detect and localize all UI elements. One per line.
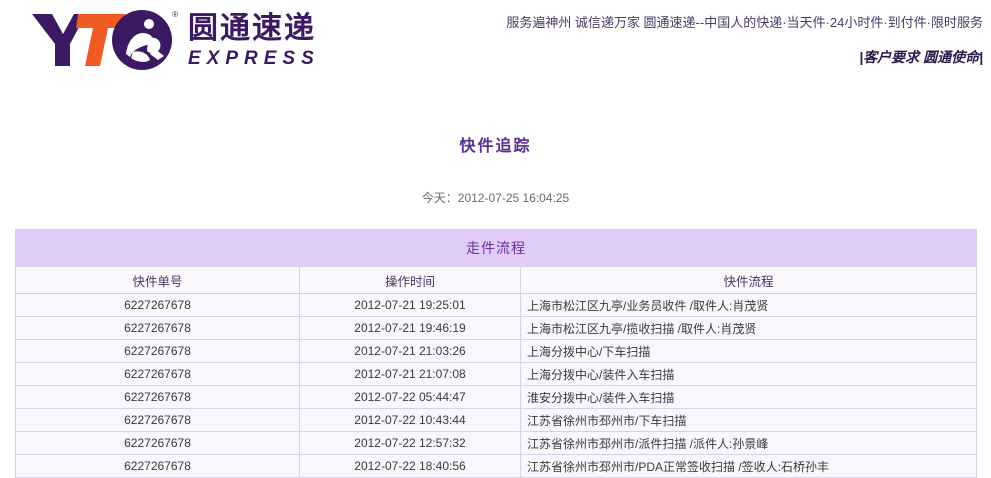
table-banner-row: 走件流程 bbox=[15, 229, 977, 267]
tracking-table: 走件流程 快件单号 操作时间 快件流程 6227267678 2012-07-2… bbox=[15, 229, 977, 478]
site-header: ® 圆通速递 EXPRESS 服务遍神州 诚信递万家 圆通速递--中国人的快递·… bbox=[0, 0, 991, 92]
cell-flow: 上海市松江区九亭/揽收扫描 /取件人:肖茂贤 bbox=[520, 316, 977, 340]
yto-runner-logo: ® bbox=[30, 8, 180, 74]
brand-wordmark: 圆通速递 EXPRESS bbox=[188, 11, 320, 69]
table-row: 6227267678 2012-07-21 19:46:19 上海市松江区九亭/… bbox=[15, 316, 977, 340]
header-tagline: 服务遍神州 诚信递万家 圆通速递--中国人的快递·当天件·24小时件·到付件·限… bbox=[463, 12, 983, 67]
cell-flow: 江苏省徐州市邳州市/派件扫描 /派件人:孙景峰 bbox=[520, 431, 977, 455]
table-row: 6227267678 2012-07-22 18:40:56 江苏省徐州市邳州市… bbox=[15, 454, 977, 478]
tagline-secondary: |客户要求 圆通使命| bbox=[859, 49, 983, 65]
cell-tracking-number: 6227267678 bbox=[15, 293, 300, 317]
cell-operation-time: 2012-07-21 21:07:08 bbox=[299, 362, 521, 386]
cell-flow: 江苏省徐州市邳州市/PDA正常签收扫描 /签收人:石桥孙丰 bbox=[520, 454, 977, 478]
cell-operation-time: 2012-07-22 12:57:32 bbox=[299, 431, 521, 455]
cell-flow: 上海分拨中心/装件入车扫描 bbox=[520, 362, 977, 386]
page-title: 快件追踪 bbox=[459, 138, 532, 155]
cell-operation-time: 2012-07-22 10:43:44 bbox=[299, 408, 521, 432]
column-header-flow: 快件流程 bbox=[520, 266, 977, 294]
cell-tracking-number: 6227267678 bbox=[15, 385, 300, 409]
cell-operation-time: 2012-07-21 19:25:01 bbox=[299, 293, 521, 317]
table-row: 6227267678 2012-07-22 10:43:44 江苏省徐州市邳州市… bbox=[15, 408, 977, 432]
cell-tracking-number: 6227267678 bbox=[15, 431, 300, 455]
cell-tracking-number: 6227267678 bbox=[15, 316, 300, 340]
tracking-table-body: 走件流程 快件单号 操作时间 快件流程 6227267678 2012-07-2… bbox=[15, 229, 977, 478]
brand-name-english: EXPRESS bbox=[188, 48, 320, 69]
table-row: 6227267678 2012-07-21 21:07:08 上海分拨中心/装件… bbox=[15, 362, 977, 386]
cell-flow: 上海市松江区九亭/业务员收件 /取件人:肖茂贤 bbox=[520, 293, 977, 317]
brand-name-chinese: 圆通速递 bbox=[188, 11, 316, 46]
cell-flow: 上海分拨中心/下车扫描 bbox=[520, 339, 977, 363]
table-row: 6227267678 2012-07-21 19:25:01 上海市松江区九亭/… bbox=[15, 293, 977, 317]
cell-tracking-number: 6227267678 bbox=[15, 408, 300, 432]
table-banner-title: 走件流程 bbox=[15, 229, 977, 267]
cell-tracking-number: 6227267678 bbox=[15, 339, 300, 363]
cell-operation-time: 2012-07-22 18:40:56 bbox=[299, 454, 521, 478]
cell-flow: 淮安分拨中心/装件入车扫描 bbox=[520, 385, 977, 409]
table-row: 6227267678 2012-07-22 05:44:47 淮安分拨中心/装件… bbox=[15, 385, 977, 409]
table-row: 6227267678 2012-07-21 21:03:26 上海分拨中心/下车… bbox=[15, 339, 977, 363]
cell-tracking-number: 6227267678 bbox=[15, 454, 300, 478]
cell-tracking-number: 6227267678 bbox=[15, 362, 300, 386]
current-datetime: 今天：2012-07-25 16:04:25 bbox=[421, 191, 570, 205]
cell-flow: 江苏省徐州市邳州市/下车扫描 bbox=[520, 408, 977, 432]
column-header-tracking-number: 快件单号 bbox=[15, 266, 300, 294]
registered-trademark-icon: ® bbox=[172, 10, 178, 19]
brand-logo[interactable]: ® 圆通速递 EXPRESS bbox=[30, 8, 320, 74]
table-header-row: 快件单号 操作时间 快件流程 bbox=[15, 266, 977, 294]
tracking-table-container: 走件流程 快件单号 操作时间 快件流程 6227267678 2012-07-2… bbox=[15, 229, 977, 478]
table-row: 6227267678 2012-07-22 12:57:32 江苏省徐州市邳州市… bbox=[15, 431, 977, 455]
tagline-primary: 服务遍神州 诚信递万家 圆通速递--中国人的快递·当天件·24小时件·到付件·限… bbox=[506, 15, 983, 30]
cell-operation-time: 2012-07-21 19:46:19 bbox=[299, 316, 521, 340]
column-header-operation-time: 操作时间 bbox=[299, 266, 521, 294]
cell-operation-time: 2012-07-22 05:44:47 bbox=[299, 385, 521, 409]
cell-operation-time: 2012-07-21 21:03:26 bbox=[299, 339, 521, 363]
